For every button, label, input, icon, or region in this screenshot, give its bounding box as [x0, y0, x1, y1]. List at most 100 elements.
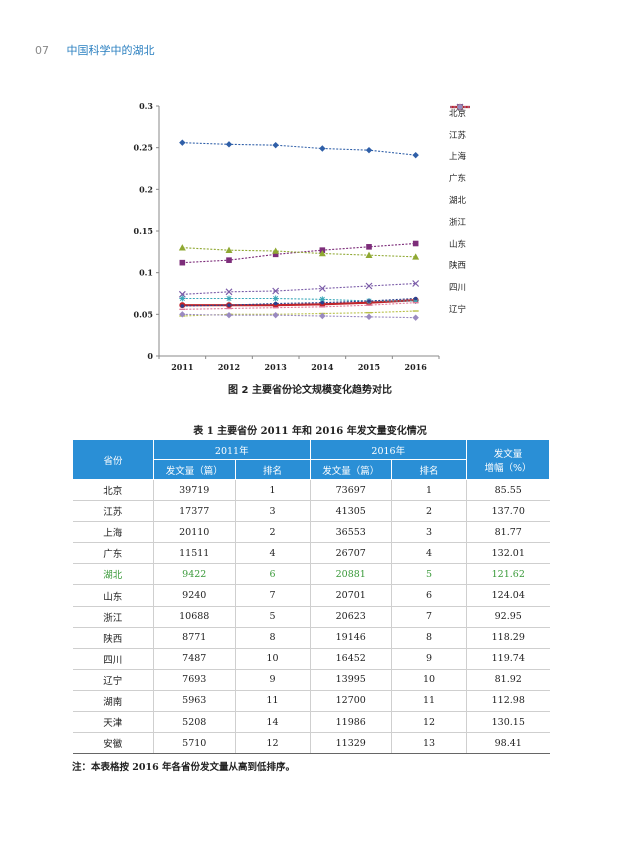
cell-count-2016: 11986 — [310, 711, 392, 734]
cell-count-2011: 5208 — [153, 711, 236, 734]
data-point — [179, 259, 186, 266]
x-tick-label: 2012 — [218, 362, 240, 372]
legend-entry: 广东 — [449, 103, 507, 189]
series-江苏 — [179, 240, 419, 266]
table-row: 山东 9240 7 20701 6 124.04 — [72, 584, 550, 607]
legend-entry: 陕西 — [449, 106, 507, 277]
legend-label: 山东 — [449, 239, 467, 250]
y-tick-label: 0.15 — [134, 226, 153, 236]
cell-province: 四川 — [72, 648, 154, 670]
table-row: 辽宁 7693 9 13995 10 81.92 — [72, 669, 550, 691]
series-line — [182, 247, 416, 258]
legend-entry: 湖北 — [449, 104, 507, 211]
data-point — [319, 296, 326, 303]
cell-count-2011: 5963 — [153, 690, 236, 713]
cell-count-2016: 73697 — [310, 479, 392, 502]
cell-province: 辽宁 — [72, 669, 154, 691]
table-row: 湖南 5963 11 12700 11 112.98 — [72, 690, 550, 713]
series-广东 — [178, 280, 420, 298]
legend-entry: 上海 — [449, 103, 507, 168]
legend-swatch-icon — [450, 103, 470, 111]
cell-count-2016: 41305 — [310, 500, 392, 523]
x-tick-label: 2011 — [171, 362, 193, 372]
cell-rank-2016: 1 — [391, 479, 467, 502]
cell-count-2011: 39719 — [153, 479, 236, 502]
table-row: 上海 20110 2 36553 3 81.77 — [72, 521, 550, 544]
header-growth: 发文量 增幅（%） — [466, 439, 550, 480]
cell-count-2016: 26707 — [310, 542, 392, 565]
x-tick-label: 2014 — [311, 362, 334, 372]
cell-rank-2016: 3 — [391, 521, 467, 544]
y-tick-label: 0.3 — [139, 101, 153, 111]
data-point — [273, 301, 278, 306]
legend-label: 辽宁 — [449, 305, 467, 316]
data-point — [365, 251, 373, 258]
cell-count-2011: 7693 — [153, 669, 236, 691]
legend-label: 江苏 — [449, 130, 467, 141]
legend-label: 陕西 — [449, 261, 467, 272]
cell-growth: 124.04 — [466, 584, 550, 607]
data-point — [367, 299, 371, 303]
data-point — [179, 139, 186, 146]
cell-growth: 132.01 — [466, 542, 550, 565]
cell-count-2011: 10688 — [153, 606, 236, 628]
table-row: 天津 5208 14 11986 12 130.15 — [72, 711, 550, 734]
table-row: 北京 39719 1 73697 1 85.55 — [72, 479, 550, 502]
legend-entry: 浙江 — [449, 104, 507, 233]
cell-count-2011: 17377 — [153, 500, 236, 523]
legend-marker — [456, 103, 464, 111]
table-note: 注：本表格按 2016 年各省份发文量从高到低排序。 — [72, 762, 296, 773]
cell-province: 陕西 — [72, 627, 154, 649]
data-point — [412, 280, 420, 287]
cell-province: 上海 — [72, 521, 154, 544]
header-rank-2016: 排名 — [391, 459, 467, 480]
cell-rank-2011: 11 — [235, 690, 311, 713]
table-row: 四川 7487 10 16452 9 119.74 — [72, 648, 550, 670]
cell-count-2011: 9240 — [153, 584, 236, 607]
data-point — [272, 247, 280, 254]
cell-province: 湖北 — [72, 563, 154, 586]
cell-count-2016: 20701 — [310, 584, 392, 607]
table-row: 陕西 8771 8 19146 8 118.29 — [72, 627, 550, 649]
legend-label: 湖北 — [449, 196, 467, 207]
header-province: 省份 — [72, 439, 154, 480]
cell-rank-2016: 9 — [391, 648, 467, 670]
data-point — [318, 250, 326, 257]
header-2011: 2011年 — [153, 439, 311, 460]
data-point — [366, 244, 372, 250]
y-tick-label: 0.05 — [134, 309, 153, 319]
data-point — [412, 240, 419, 247]
cell-rank-2011: 14 — [235, 711, 311, 734]
cell-rank-2011: 1 — [235, 479, 311, 502]
header-growth-line1: 发文量 — [493, 448, 523, 460]
cell-rank-2016: 12 — [391, 711, 467, 734]
cell-rank-2011: 5 — [235, 606, 311, 628]
cell-rank-2011: 4 — [235, 542, 311, 565]
legend-label: 浙江 — [449, 217, 467, 228]
cell-rank-2011: 7 — [235, 584, 311, 607]
header-2016: 2016年 — [309, 439, 467, 460]
series-line — [182, 297, 416, 307]
data-point — [272, 311, 279, 319]
cell-growth: 81.77 — [466, 521, 550, 544]
legend-label: 四川 — [449, 283, 467, 294]
cell-count-2016: 16452 — [310, 648, 392, 670]
data-point — [412, 314, 419, 321]
data-point — [365, 146, 373, 154]
cell-count-2016: 11329 — [310, 732, 392, 755]
data-point — [365, 282, 373, 290]
data-point — [412, 253, 420, 260]
cell-rank-2016: 5 — [391, 563, 467, 586]
series-line — [182, 302, 416, 310]
cell-rank-2016: 6 — [391, 584, 467, 607]
x-tick-label: 2013 — [265, 362, 288, 372]
header-rank-2011: 排名 — [234, 459, 311, 480]
x-tick-label: 2016 — [405, 362, 428, 372]
cell-growth: 119.74 — [466, 648, 550, 670]
data-point — [272, 141, 279, 149]
data-point — [319, 145, 326, 152]
data-point — [413, 296, 418, 301]
legend-label: 北京 — [449, 108, 467, 119]
cell-province: 山东 — [72, 584, 154, 607]
cell-rank-2016: 2 — [391, 500, 467, 523]
